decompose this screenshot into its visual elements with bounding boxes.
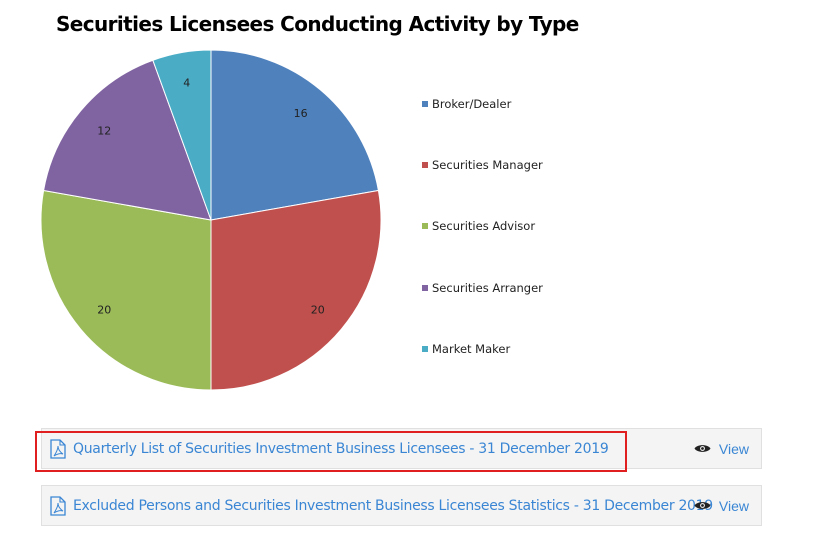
eye-icon bbox=[694, 445, 711, 452]
legend-item: Securities Advisor bbox=[422, 219, 535, 233]
legend-label: Broker/Dealer bbox=[432, 97, 512, 111]
legend-swatch bbox=[422, 223, 428, 230]
pie-slice-securities-advisor bbox=[40, 189, 212, 391]
document-row: Quarterly List of Securities Investment … bbox=[41, 428, 762, 469]
pie-slice-market-maker bbox=[152, 49, 212, 221]
chart-title: Securities Licensees Conducting Activity… bbox=[56, 12, 579, 36]
legend-label: Market Maker bbox=[432, 341, 511, 356]
data-label: 20 bbox=[311, 304, 325, 317]
legend-label: Securities Arranger bbox=[432, 280, 543, 295]
legend-item: Securities Manager bbox=[422, 158, 543, 172]
data-label: 12 bbox=[97, 124, 111, 137]
data-label: 16 bbox=[294, 107, 308, 120]
legend-item: Securities Arranger bbox=[422, 281, 543, 295]
legend-swatch bbox=[422, 101, 428, 107]
pie-slice-securities-arranger bbox=[43, 59, 212, 221]
document-link[interactable]: Quarterly List of Securities Investment … bbox=[73, 440, 609, 457]
legend-swatch bbox=[422, 345, 428, 352]
pdf-icon bbox=[50, 495, 66, 516]
view-button[interactable]: View bbox=[694, 498, 749, 514]
document-link[interactable]: Excluded Persons and Securities Investme… bbox=[73, 497, 713, 514]
view-button[interactable]: View bbox=[694, 441, 749, 457]
pdf-icon bbox=[50, 438, 66, 459]
pie-slice-securities-manager bbox=[210, 189, 382, 391]
legend-item: Market Maker bbox=[422, 342, 510, 356]
data-label: 20 bbox=[97, 304, 111, 317]
pie-slice-broker-dealer bbox=[210, 49, 379, 221]
legend-item: Broker/Dealer bbox=[422, 97, 511, 111]
highlight-box bbox=[35, 431, 627, 472]
pie-chart: 16 20 20 12 4 bbox=[40, 49, 382, 391]
legend-label: Securities Manager bbox=[432, 158, 543, 173]
legend-label: Securities Advisor bbox=[432, 219, 536, 234]
data-label: 4 bbox=[183, 77, 190, 90]
legend-swatch bbox=[422, 162, 428, 169]
view-label: View bbox=[718, 440, 749, 457]
eye-icon bbox=[694, 502, 711, 509]
legend-swatch bbox=[422, 284, 428, 291]
document-row: Excluded Persons and Securities Investme… bbox=[41, 485, 762, 526]
view-label: View bbox=[718, 497, 749, 514]
